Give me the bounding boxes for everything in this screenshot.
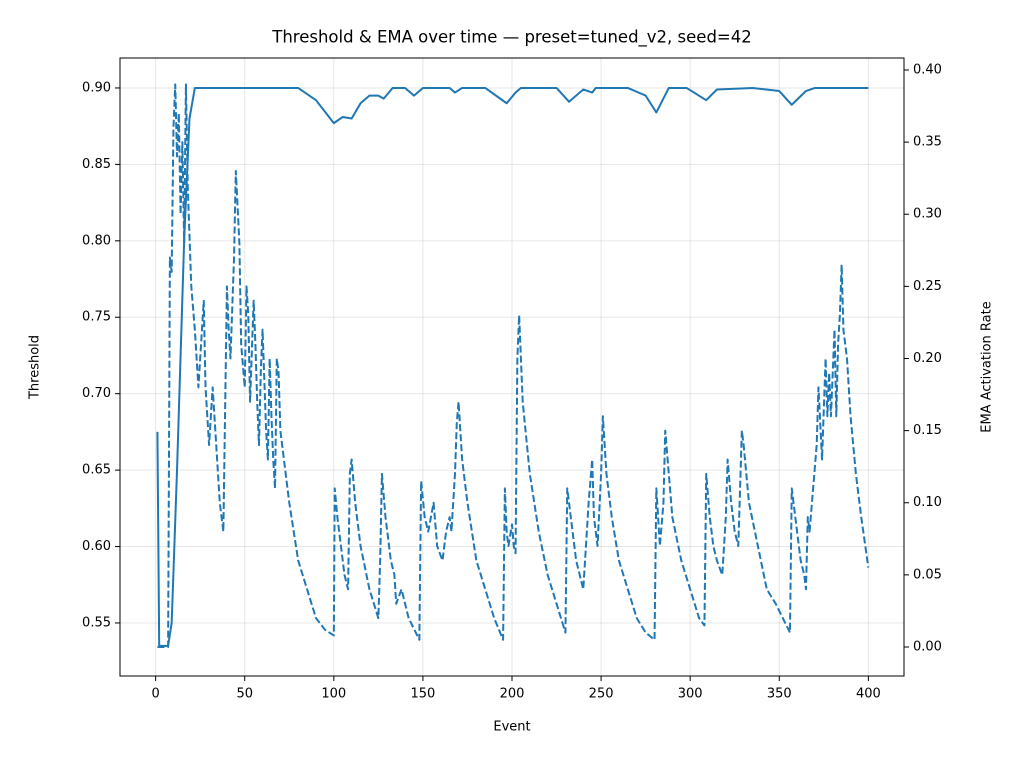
plot-frame (119, 57, 905, 677)
x-tick-label: 400 (856, 687, 881, 702)
x-tick-label: 0 (151, 687, 159, 702)
y2-tick-label: 0.35 (913, 135, 942, 150)
y2-tick-label: 0.15 (913, 423, 942, 438)
y2-tick-label: 0.05 (913, 567, 942, 582)
y-tick-label: 0.70 (82, 386, 111, 401)
y-tick-label: 0.60 (82, 539, 111, 554)
y-tick-label: 0.85 (82, 157, 111, 172)
x-tick-label: 50 (236, 687, 253, 702)
y-tick-label: 0.65 (82, 463, 111, 478)
series-line (157, 83, 870, 648)
y2-tick-label: 0.25 (913, 279, 942, 294)
x-tick-label: 300 (678, 687, 703, 702)
x-axis-label: Event (493, 720, 530, 735)
chart-title: Threshold & EMA over time — preset=tuned… (271, 28, 751, 48)
y2-tick-label: 0.40 (913, 62, 942, 77)
y-axis-label: Threshold (28, 335, 43, 400)
y2-tick-label: 0.00 (913, 640, 942, 655)
y2-axis-label: EMA Activation Rate (980, 301, 995, 432)
x-tick-label: 350 (767, 687, 792, 702)
series-line (156, 86, 869, 647)
y2-tick-label: 0.20 (913, 351, 942, 366)
y2-tick-label: 0.10 (913, 495, 942, 510)
y-tick-label: 0.80 (82, 233, 111, 248)
x-tick-label: 150 (410, 687, 435, 702)
y-tick-label: 0.90 (82, 80, 111, 95)
y2-tick-label: 0.30 (913, 207, 942, 222)
y-tick-label: 0.75 (82, 310, 111, 325)
y-tick-label: 0.55 (82, 615, 111, 630)
x-tick-label: 200 (500, 687, 525, 702)
x-tick-label: 100 (321, 687, 346, 702)
x-tick-label: 250 (589, 687, 614, 702)
